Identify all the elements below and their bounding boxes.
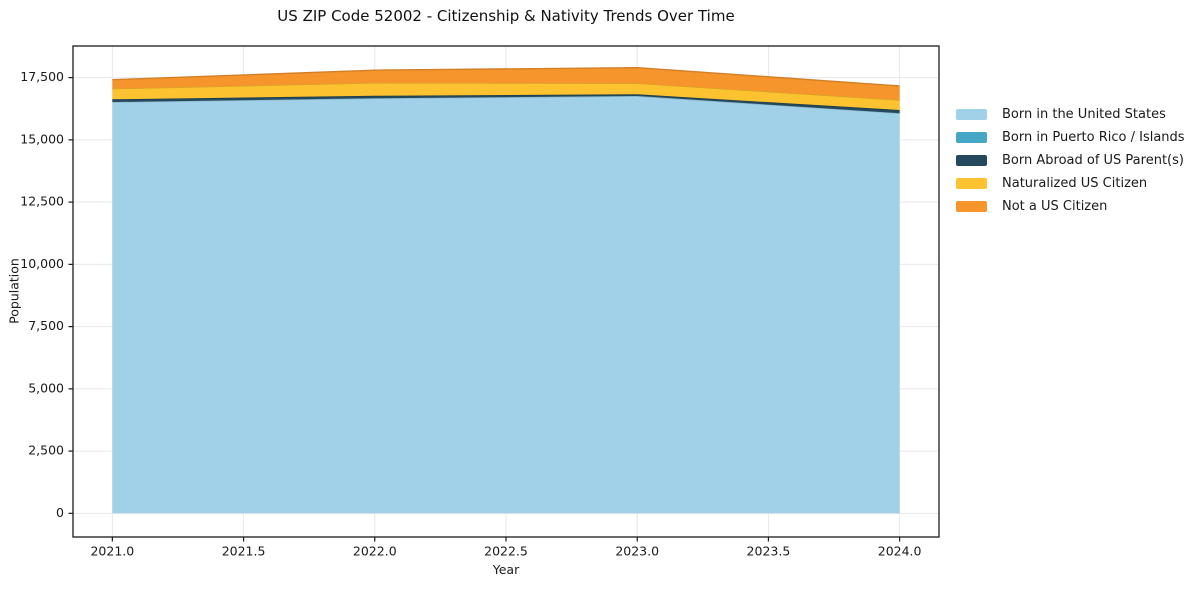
y-tick-label: 10,000 [20, 256, 64, 271]
legend-swatch-icon [956, 155, 987, 166]
x-tick-label: 2023.5 [747, 544, 791, 559]
legend-label: Born in Puerto Rico / Islands [1002, 130, 1185, 145]
legend-label: Born Abroad of US Parent(s) [1002, 153, 1184, 168]
y-tick-label: 5,000 [28, 380, 64, 395]
x-tick-label: 2023.0 [615, 544, 659, 559]
y-tick-label: 15,000 [20, 131, 64, 146]
legend-item-born-abroad-of-us-parent-s: Born Abroad of US Parent(s) [956, 149, 1185, 172]
area-edge-not-a-us-citizen [112, 66, 900, 87]
y-tick-label: 2,500 [28, 443, 64, 458]
x-tick-label: 2022.0 [353, 544, 397, 559]
legend-swatch-icon [956, 201, 987, 212]
legend-item-born-in-puerto-rico-islands: Born in Puerto Rico / Islands [956, 126, 1185, 149]
legend: Born in the United States Born in Puerto … [956, 103, 1185, 218]
y-tick-label: 17,500 [20, 69, 64, 84]
legend-item-born-in-the-united-states: Born in the United States [956, 103, 1185, 126]
area-naturalized-us-citizen [112, 82, 900, 110]
x-tick-label: 2022.5 [484, 544, 528, 559]
chart-title: US ZIP Code 52002 - Citizenship & Nativi… [277, 7, 735, 25]
x-tick-label: 2021.0 [90, 544, 134, 559]
legend-label: Naturalized US Citizen [1002, 176, 1148, 191]
legend-label: Born in the United States [1002, 107, 1166, 122]
area-not-a-us-citizen [112, 67, 900, 101]
y-tick-label: 7,500 [28, 318, 64, 333]
legend-swatch-icon [956, 178, 987, 189]
area-born-in-the-united-states [112, 96, 900, 514]
legend-item-naturalized-us-citizen: Naturalized US Citizen [956, 172, 1185, 195]
x-tick-label: 2024.0 [878, 544, 922, 559]
y-tick-label: 12,500 [20, 194, 64, 209]
area-born-abroad-of-us-parent-s [112, 94, 900, 114]
y-tick-label: 0 [56, 505, 64, 520]
legend-swatch-icon [956, 132, 987, 143]
x-axis-label: Year [492, 562, 520, 577]
legend-swatch-icon [956, 109, 987, 120]
y-axis-label: Population [6, 258, 22, 324]
x-tick-label: 2021.5 [222, 544, 266, 559]
area-edge-naturalized-us-citizen [112, 82, 900, 101]
legend-label: Not a US Citizen [1002, 199, 1108, 214]
legend-item-not-a-us-citizen: Not a US Citizen [956, 195, 1185, 218]
